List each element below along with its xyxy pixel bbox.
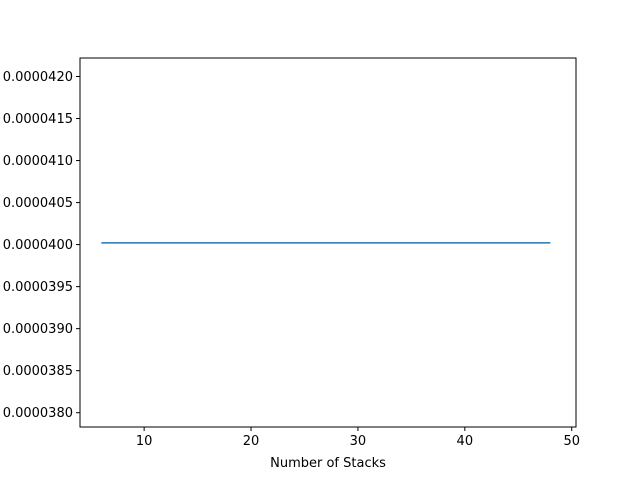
y-tick-label: 0.0000420 xyxy=(3,70,73,85)
x-tick-label: 20 xyxy=(243,434,260,449)
y-tick-label: 0.0000400 xyxy=(3,238,73,253)
y-tick-label: 0.0000385 xyxy=(3,364,73,379)
y-tick-label: 0.0000390 xyxy=(3,322,73,337)
x-axis-label: Number of Stacks xyxy=(270,456,386,471)
y-tick-label: 0.0000380 xyxy=(3,406,73,421)
x-tick-label: 10 xyxy=(136,434,153,449)
plot-frame xyxy=(79,57,577,428)
y-tick-label: 0.0000410 xyxy=(3,154,73,169)
x-axis-ticks: 10 20 30 40 50 xyxy=(136,427,580,449)
x-tick-label: 30 xyxy=(350,434,367,449)
x-tick-label: 40 xyxy=(457,434,474,449)
y-axis-ticks: 0.0000380 0.0000385 0.0000390 0.0000395 0.00… xyxy=(3,70,80,421)
y-tick-label: 0.0000395 xyxy=(3,280,73,295)
y-tick-label: 0.0000415 xyxy=(3,112,73,127)
y-tick-label: 0.0000405 xyxy=(3,196,73,211)
x-tick-label: 50 xyxy=(563,434,580,449)
